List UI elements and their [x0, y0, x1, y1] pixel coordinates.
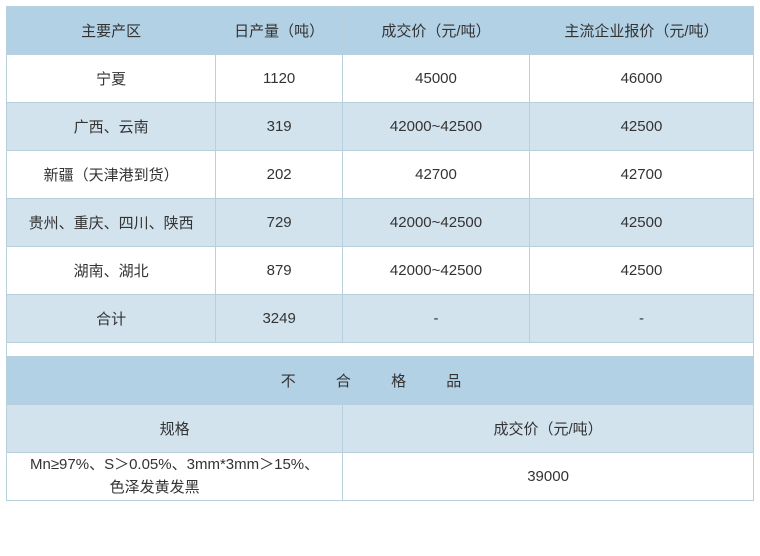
table-row: 广西、云南 319 42000~42500 42500 — [7, 103, 754, 151]
main-price-table: 主要产区 日产量（吨） 成交价（元/吨） 主流企业报价（元/吨） 宁夏 1120… — [6, 6, 754, 501]
table-row: 湖南、湖北 879 42000~42500 42500 — [7, 247, 754, 295]
cell-output: 319 — [216, 103, 343, 151]
cell-region: 宁夏 — [7, 55, 216, 103]
cell-dealprice: 42700 — [343, 151, 530, 199]
cell-dealprice: 42000~42500 — [343, 103, 530, 151]
cell-dealprice: 42000~42500 — [343, 247, 530, 295]
cell-region: 湖南、湖北 — [7, 247, 216, 295]
col-dealprice: 成交价（元/吨） — [343, 7, 530, 55]
reject-price: 39000 — [343, 453, 754, 501]
col-quote: 主流企业报价（元/吨） — [529, 7, 753, 55]
reject-col-spec: 规格 — [7, 405, 343, 453]
table-row: 宁夏 1120 45000 46000 — [7, 55, 754, 103]
total-output: 3249 — [216, 295, 343, 343]
cell-output: 202 — [216, 151, 343, 199]
table-row: 新疆（天津港到货） 202 42700 42700 — [7, 151, 754, 199]
total-row: 合计 3249 - - — [7, 295, 754, 343]
cell-quote: 42500 — [529, 199, 753, 247]
cell-output: 1120 — [216, 55, 343, 103]
cell-quote: 42500 — [529, 247, 753, 295]
reject-title: 不 合 格 品 — [7, 357, 754, 405]
cell-region: 贵州、重庆、四川、陕西 — [7, 199, 216, 247]
col-output: 日产量（吨） — [216, 7, 343, 55]
reject-spec: Mn≥97%、S＞0.05%、3mm*3mm＞15%、 色泽发黄发黑 — [7, 453, 343, 501]
table-row: 贵州、重庆、四川、陕西 729 42000~42500 42500 — [7, 199, 754, 247]
cell-dealprice: 45000 — [343, 55, 530, 103]
reject-spec-line2: 色泽发黄发黑 — [11, 477, 338, 500]
main-table-header-row: 主要产区 日产量（吨） 成交价（元/吨） 主流企业报价（元/吨） — [7, 7, 754, 55]
section-gap — [7, 343, 754, 357]
reject-spec-line1: Mn≥97%、S＞0.05%、3mm*3mm＞15%、 — [30, 456, 319, 473]
total-label: 合计 — [7, 295, 216, 343]
col-region: 主要产区 — [7, 7, 216, 55]
cell-quote: 42500 — [529, 103, 753, 151]
total-dealprice: - — [343, 295, 530, 343]
cell-dealprice: 42000~42500 — [343, 199, 530, 247]
cell-quote: 42700 — [529, 151, 753, 199]
reject-header-row: 规格 成交价（元/吨） — [7, 405, 754, 453]
reject-col-price: 成交价（元/吨） — [343, 405, 754, 453]
total-quote: - — [529, 295, 753, 343]
cell-output: 879 — [216, 247, 343, 295]
cell-region: 广西、云南 — [7, 103, 216, 151]
reject-title-row: 不 合 格 品 — [7, 357, 754, 405]
cell-region: 新疆（天津港到货） — [7, 151, 216, 199]
reject-row: Mn≥97%、S＞0.05%、3mm*3mm＞15%、 色泽发黄发黑 39000 — [7, 453, 754, 501]
cell-output: 729 — [216, 199, 343, 247]
cell-quote: 46000 — [529, 55, 753, 103]
